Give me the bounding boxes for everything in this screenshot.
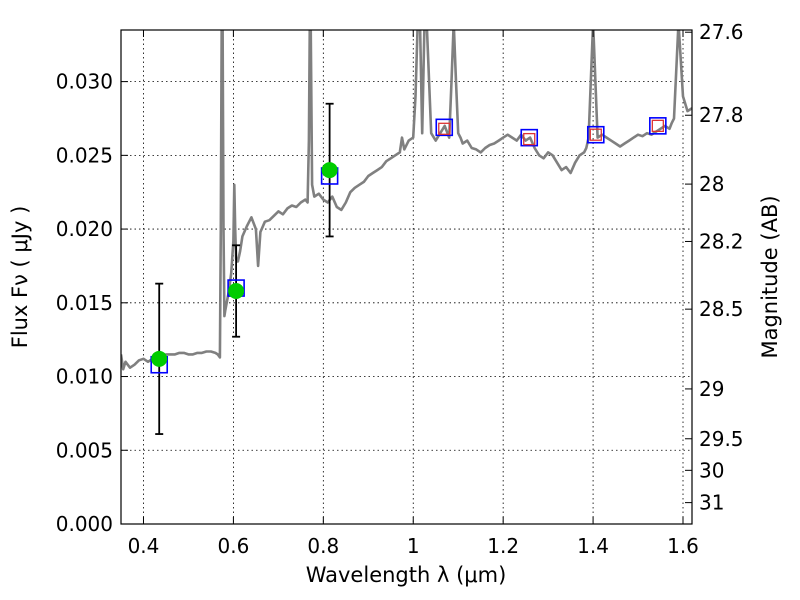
model-inner-square: [651, 119, 664, 133]
photometry-point: [151, 350, 168, 367]
grid-lines: [121, 30, 692, 525]
plot-frame: [120, 29, 693, 525]
magnitude-tick-label: 29: [699, 377, 724, 401]
model-square-layer: [150, 117, 667, 374]
magnitude-tick-label: 27.6: [699, 20, 744, 44]
model-square: [520, 128, 539, 147]
magnitude-tick-label: 27.8: [699, 103, 744, 127]
y-tick-label: 0.025: [56, 143, 113, 167]
y-axis-ticks: 0.000 0.005 0.010 0.015 0.020 0.025 0.030: [56, 70, 128, 536]
model-square: [649, 117, 667, 135]
photometry-point: [228, 283, 245, 300]
y-axis-label: Flux Fν ( μJy ): [8, 206, 32, 349]
x-axis-ticks: 0.4 0.6 0.8 1 1.2 1.4 1.6: [128, 30, 699, 558]
y-tick-label: 0.030: [56, 70, 113, 94]
magnitude-tick-label: 30: [699, 458, 724, 482]
x-tick-label: 1: [407, 534, 420, 558]
x-tick-label: 1.4: [577, 534, 609, 558]
magnitude-axis-label: Magnitude (AB): [758, 195, 782, 358]
x-tick-label: 0.8: [307, 534, 339, 558]
x-tick-label: 0.4: [128, 534, 160, 558]
y-tick-label: 0.005: [56, 438, 113, 462]
model-square: [586, 125, 605, 144]
y-tick-label: 0.010: [56, 365, 113, 389]
model-inner-square: [589, 128, 602, 141]
model-square: [435, 118, 454, 137]
x-axis-label: Wavelength λ (μm): [306, 563, 507, 587]
y-tick-label: 0.015: [56, 291, 113, 315]
model-inner-square: [523, 132, 536, 146]
x-tick-label: 0.6: [217, 534, 249, 558]
magnitude-tick-label: 29.5: [699, 427, 744, 451]
spectrum-layer: [121, 30, 692, 371]
magnitude-axis-ticks: 27.6 27.8 28 28.2 28.5 29 29.5 30 31: [685, 20, 744, 515]
magnitude-tick-label: 31: [699, 491, 724, 515]
x-tick-label: 1.2: [487, 534, 519, 558]
spectrum-line: [121, 30, 692, 371]
magnitude-tick-label: 28.2: [699, 229, 744, 253]
model-inner-square: [438, 122, 451, 135]
y-tick-label: 0.020: [56, 217, 113, 241]
magnitude-tick-label: 28: [699, 172, 724, 196]
photometry-point-layer: [151, 162, 338, 367]
x-tick-label: 1.6: [667, 534, 699, 558]
errorbar-layer: [155, 102, 334, 435]
y-tick-label: 0.000: [56, 512, 113, 536]
magnitude-tick-label: 28.5: [699, 297, 744, 321]
photometry-point: [321, 162, 338, 179]
